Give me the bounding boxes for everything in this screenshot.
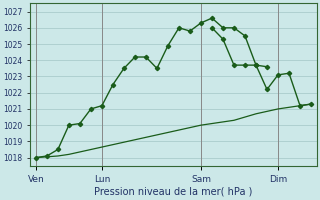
X-axis label: Pression niveau de la mer( hPa ): Pression niveau de la mer( hPa ) bbox=[94, 187, 252, 197]
